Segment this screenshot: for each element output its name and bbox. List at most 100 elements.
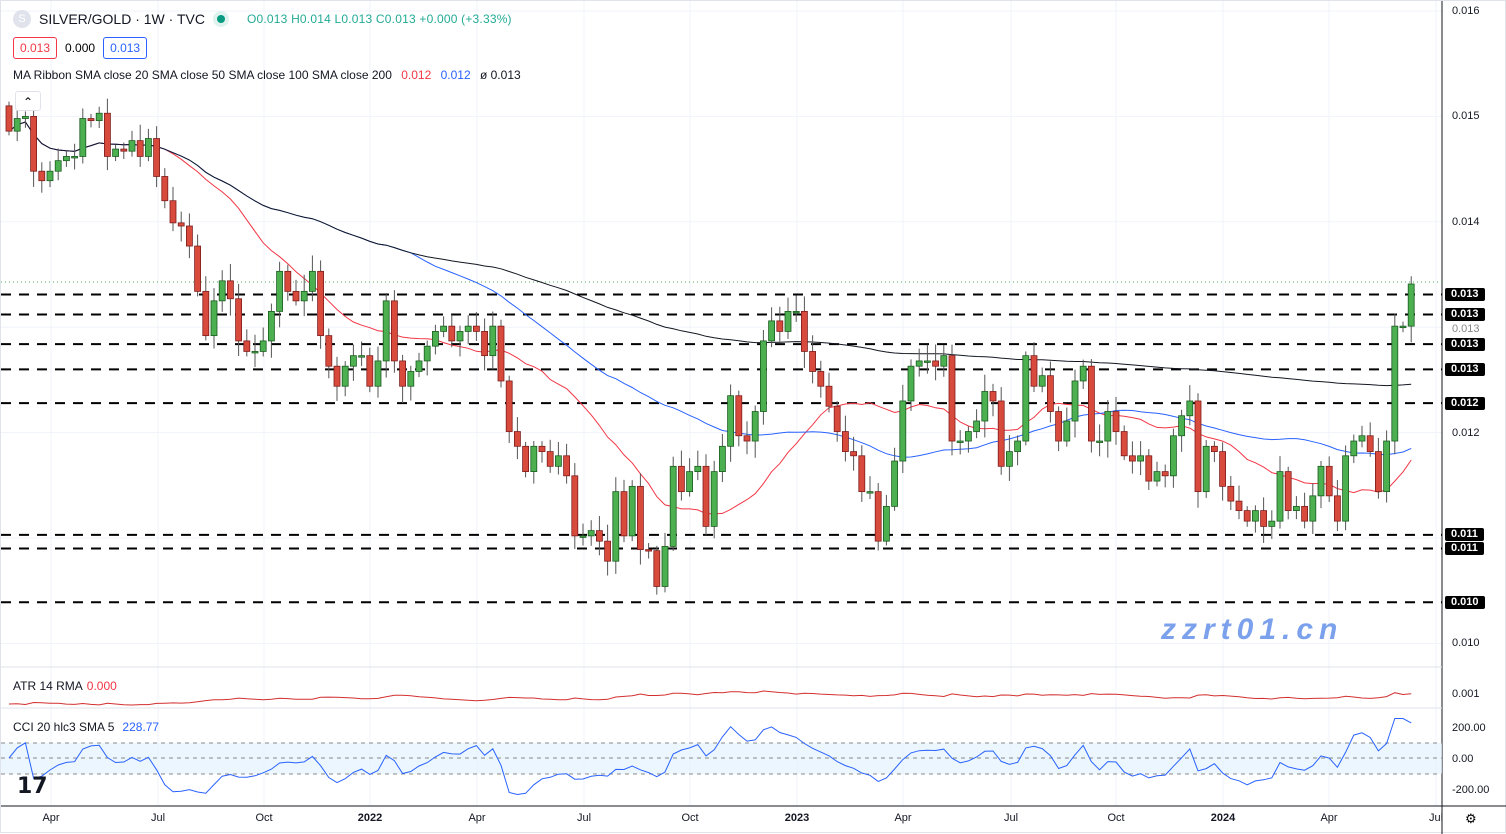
candle — [54, 160, 62, 172]
candle — [686, 471, 693, 493]
candle — [563, 455, 570, 477]
candle — [464, 325, 472, 332]
candle — [144, 138, 152, 157]
candle — [120, 148, 128, 152]
candle — [735, 395, 743, 437]
candle — [891, 460, 898, 507]
cci-legend[interactable]: CCI 20 hlc3 SMA 5 228.77 — [13, 720, 159, 734]
atr-line — [8, 690, 1412, 706]
candle — [38, 170, 46, 182]
candle — [1375, 451, 1382, 493]
level-price-label: 0.012 — [1445, 396, 1485, 410]
sell-price-box[interactable]: 0.013 — [13, 37, 58, 59]
candle — [276, 270, 284, 312]
buy-price-box[interactable]: 0.013 — [103, 37, 148, 59]
candle — [1309, 495, 1317, 522]
cci-axis-200: 200.00 — [1452, 722, 1486, 734]
candle — [596, 530, 603, 542]
candle — [1079, 365, 1087, 382]
candle — [1334, 495, 1341, 522]
candle — [161, 176, 169, 202]
price-tick-label: 0.013 — [1452, 323, 1480, 335]
candle — [374, 360, 382, 387]
tradingview-logo[interactable]: 17 — [17, 774, 48, 799]
time-tick-label: Oct — [255, 812, 273, 824]
chevron-up-icon[interactable]: ⌃ — [15, 91, 41, 111]
candle — [128, 140, 136, 152]
candle — [1104, 411, 1112, 442]
candle — [153, 138, 161, 177]
candle — [104, 112, 111, 157]
candle — [235, 298, 243, 342]
atr-label: ATR 14 RMA — [13, 679, 83, 693]
candle — [1293, 505, 1300, 511]
candle — [1186, 400, 1194, 417]
candle — [1366, 435, 1374, 452]
candle — [833, 405, 841, 432]
atr-value: 0.000 — [86, 679, 117, 693]
candle — [79, 118, 87, 157]
candle — [522, 445, 529, 472]
candle — [571, 475, 579, 537]
candle — [579, 535, 587, 538]
candle — [1030, 355, 1038, 387]
candle — [456, 331, 464, 342]
candle — [1211, 445, 1218, 452]
candle — [194, 245, 202, 292]
candle — [218, 280, 226, 302]
candle — [932, 360, 939, 367]
candle — [251, 351, 259, 354]
candle — [1243, 510, 1251, 522]
candle — [1145, 455, 1153, 482]
candle — [1161, 471, 1169, 477]
candle — [46, 170, 54, 182]
candle — [661, 546, 669, 587]
candle — [136, 140, 144, 157]
candle — [866, 491, 874, 494]
candle — [620, 491, 628, 537]
price-tick-label: 0.015 — [1452, 110, 1480, 123]
candle — [177, 222, 185, 227]
candle — [1202, 445, 1210, 493]
candle — [308, 270, 316, 292]
atr-legend[interactable]: ATR 14 RMA 0.000 — [13, 679, 117, 693]
candle — [1227, 485, 1235, 502]
time-tick-label: Apr — [42, 812, 60, 824]
time-tick-label: 2023 — [784, 812, 810, 824]
candle — [1276, 471, 1284, 522]
candle — [612, 491, 620, 562]
candle — [702, 465, 710, 527]
candle — [382, 300, 390, 362]
spread-value: 0.000 — [65, 41, 96, 55]
candle — [678, 465, 685, 493]
candle — [915, 360, 923, 367]
candle — [472, 325, 480, 332]
candle — [587, 530, 595, 537]
gear-icon[interactable]: ⚙ — [1465, 811, 1477, 826]
candle — [431, 331, 439, 347]
candle — [645, 549, 652, 552]
candle — [981, 391, 989, 422]
symbol-title[interactable]: SILVER/GOLD · 1W · TVC — [39, 11, 205, 27]
candle — [1153, 471, 1161, 482]
candle — [243, 340, 251, 352]
candle — [202, 290, 210, 337]
ma-value-3: ø 0.013 — [479, 68, 521, 82]
sma-200-line — [8, 121, 1412, 387]
candle — [300, 290, 308, 302]
level-price-label: 0.013 — [1445, 337, 1485, 351]
ma-value-1: 0.012 — [401, 68, 432, 82]
candle — [317, 270, 325, 337]
time-tick-label: Apr — [468, 812, 486, 824]
ma-ribbon-legend[interactable]: MA Ribbon SMA close 20 SMA close 50 SMA … — [13, 68, 521, 82]
candle — [13, 118, 21, 132]
time-tick-label: Oct — [1107, 812, 1125, 824]
candle — [801, 310, 808, 352]
candle — [1399, 325, 1407, 329]
candle — [325, 335, 333, 367]
candle — [514, 431, 521, 447]
candle — [1219, 451, 1226, 487]
candle — [1235, 500, 1243, 511]
level-price-label: 0.013 — [1445, 362, 1485, 376]
